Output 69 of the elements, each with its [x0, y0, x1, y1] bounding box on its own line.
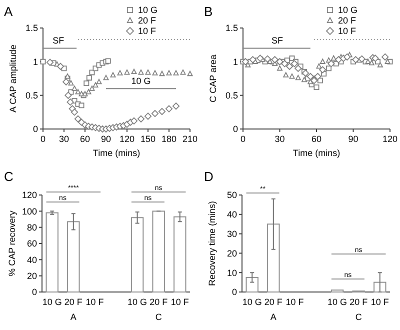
- y-axis-title: % CAP recovery: [7, 210, 17, 276]
- y-tick-label: 10: [226, 268, 237, 278]
- y-tick-label: 60: [26, 238, 37, 249]
- x-tick-label: 150: [140, 134, 156, 144]
- x-tick-label: 10 F: [86, 297, 104, 307]
- y-tick-label: 0.5: [25, 90, 38, 100]
- y-tick-label: 1.5: [25, 23, 38, 34]
- annotation: SF: [52, 35, 65, 46]
- text: C: [355, 312, 362, 322]
- x-tick-label: 10 G: [242, 297, 262, 307]
- x-tick-label: 10 G: [128, 297, 148, 307]
- x-tick-label: 20 F: [64, 297, 83, 307]
- y-tick-label: 40: [226, 210, 237, 220]
- x-axis-title: Time (mins): [92, 148, 140, 158]
- y-tick-label: 0: [32, 124, 38, 134]
- x-tick-label: 20 F: [350, 297, 368, 307]
- x-tick-label: 90: [348, 134, 358, 144]
- x-tick-label: 90: [100, 134, 112, 144]
- x-tick-label: 30: [58, 134, 70, 144]
- x-tick-label: 120: [119, 134, 135, 144]
- chart-title: A: [4, 4, 13, 19]
- x-tick-label: 30: [274, 134, 285, 144]
- chart-title: C: [4, 169, 14, 184]
- y-tick-label: 100: [22, 206, 37, 216]
- y-axis-title: C CAP area: [208, 54, 218, 102]
- y-tick-label: 120: [22, 190, 37, 200]
- y-tick-label: 20: [26, 270, 37, 281]
- chart-title: B: [204, 4, 213, 19]
- x-tick-label: 10 F: [286, 297, 304, 307]
- chart-title: D: [204, 169, 214, 184]
- y-tick-label: 1: [32, 56, 38, 67]
- x-axis-title: Time (mins): [292, 148, 340, 158]
- y-tick-label: 0: [32, 287, 37, 298]
- y-tick-label: 1: [232, 56, 238, 67]
- text: A: [70, 312, 76, 322]
- x-tick-label: 10 F: [170, 297, 190, 307]
- y-tick-label: 1.5: [225, 23, 238, 34]
- legend-label: 10 F: [138, 26, 157, 36]
- y-tick-label: 0: [232, 287, 237, 298]
- text: A: [270, 312, 276, 322]
- legend-label: 10 G: [338, 5, 358, 16]
- x-tick-label: 120: [382, 134, 398, 144]
- y-tick-label: 80: [26, 222, 37, 232]
- x-tick-label: 10 F: [370, 297, 390, 307]
- legend-label: 20 F: [338, 16, 357, 26]
- y-tick-label: 30: [226, 228, 237, 239]
- x-tick-label: 20 F: [264, 297, 283, 307]
- text: C: [155, 312, 162, 322]
- y-tick-label: 0.5: [225, 90, 238, 100]
- y-tick-label: 20: [226, 248, 237, 258]
- y-tick-label: 0: [232, 124, 238, 134]
- y-tick-label: 40: [26, 254, 37, 265]
- x-tick-label: 60: [311, 134, 322, 144]
- y-axis-title: Recovery time (mins): [207, 200, 217, 286]
- legend-label: 10 F: [338, 26, 357, 36]
- x-tick-label: 180: [161, 134, 177, 144]
- x-tick-label: 20 F: [150, 297, 168, 307]
- x-tick-label: 0: [240, 134, 246, 144]
- y-axis-title: A CAP amplitude: [8, 44, 18, 112]
- annotation: 10 G: [131, 76, 151, 86]
- x-tick-label: 10 G: [328, 297, 348, 307]
- legend-label: 10 G: [138, 5, 158, 16]
- y-tick-label: 50: [226, 190, 237, 200]
- x-tick-label: 0: [40, 134, 46, 144]
- x-tick-label: 10 G: [42, 297, 62, 307]
- annotation: SF: [272, 35, 284, 46]
- x-tick-label: 210: [182, 134, 198, 144]
- x-tick-label: 60: [80, 134, 90, 144]
- legend-label: 20 F: [138, 16, 157, 26]
